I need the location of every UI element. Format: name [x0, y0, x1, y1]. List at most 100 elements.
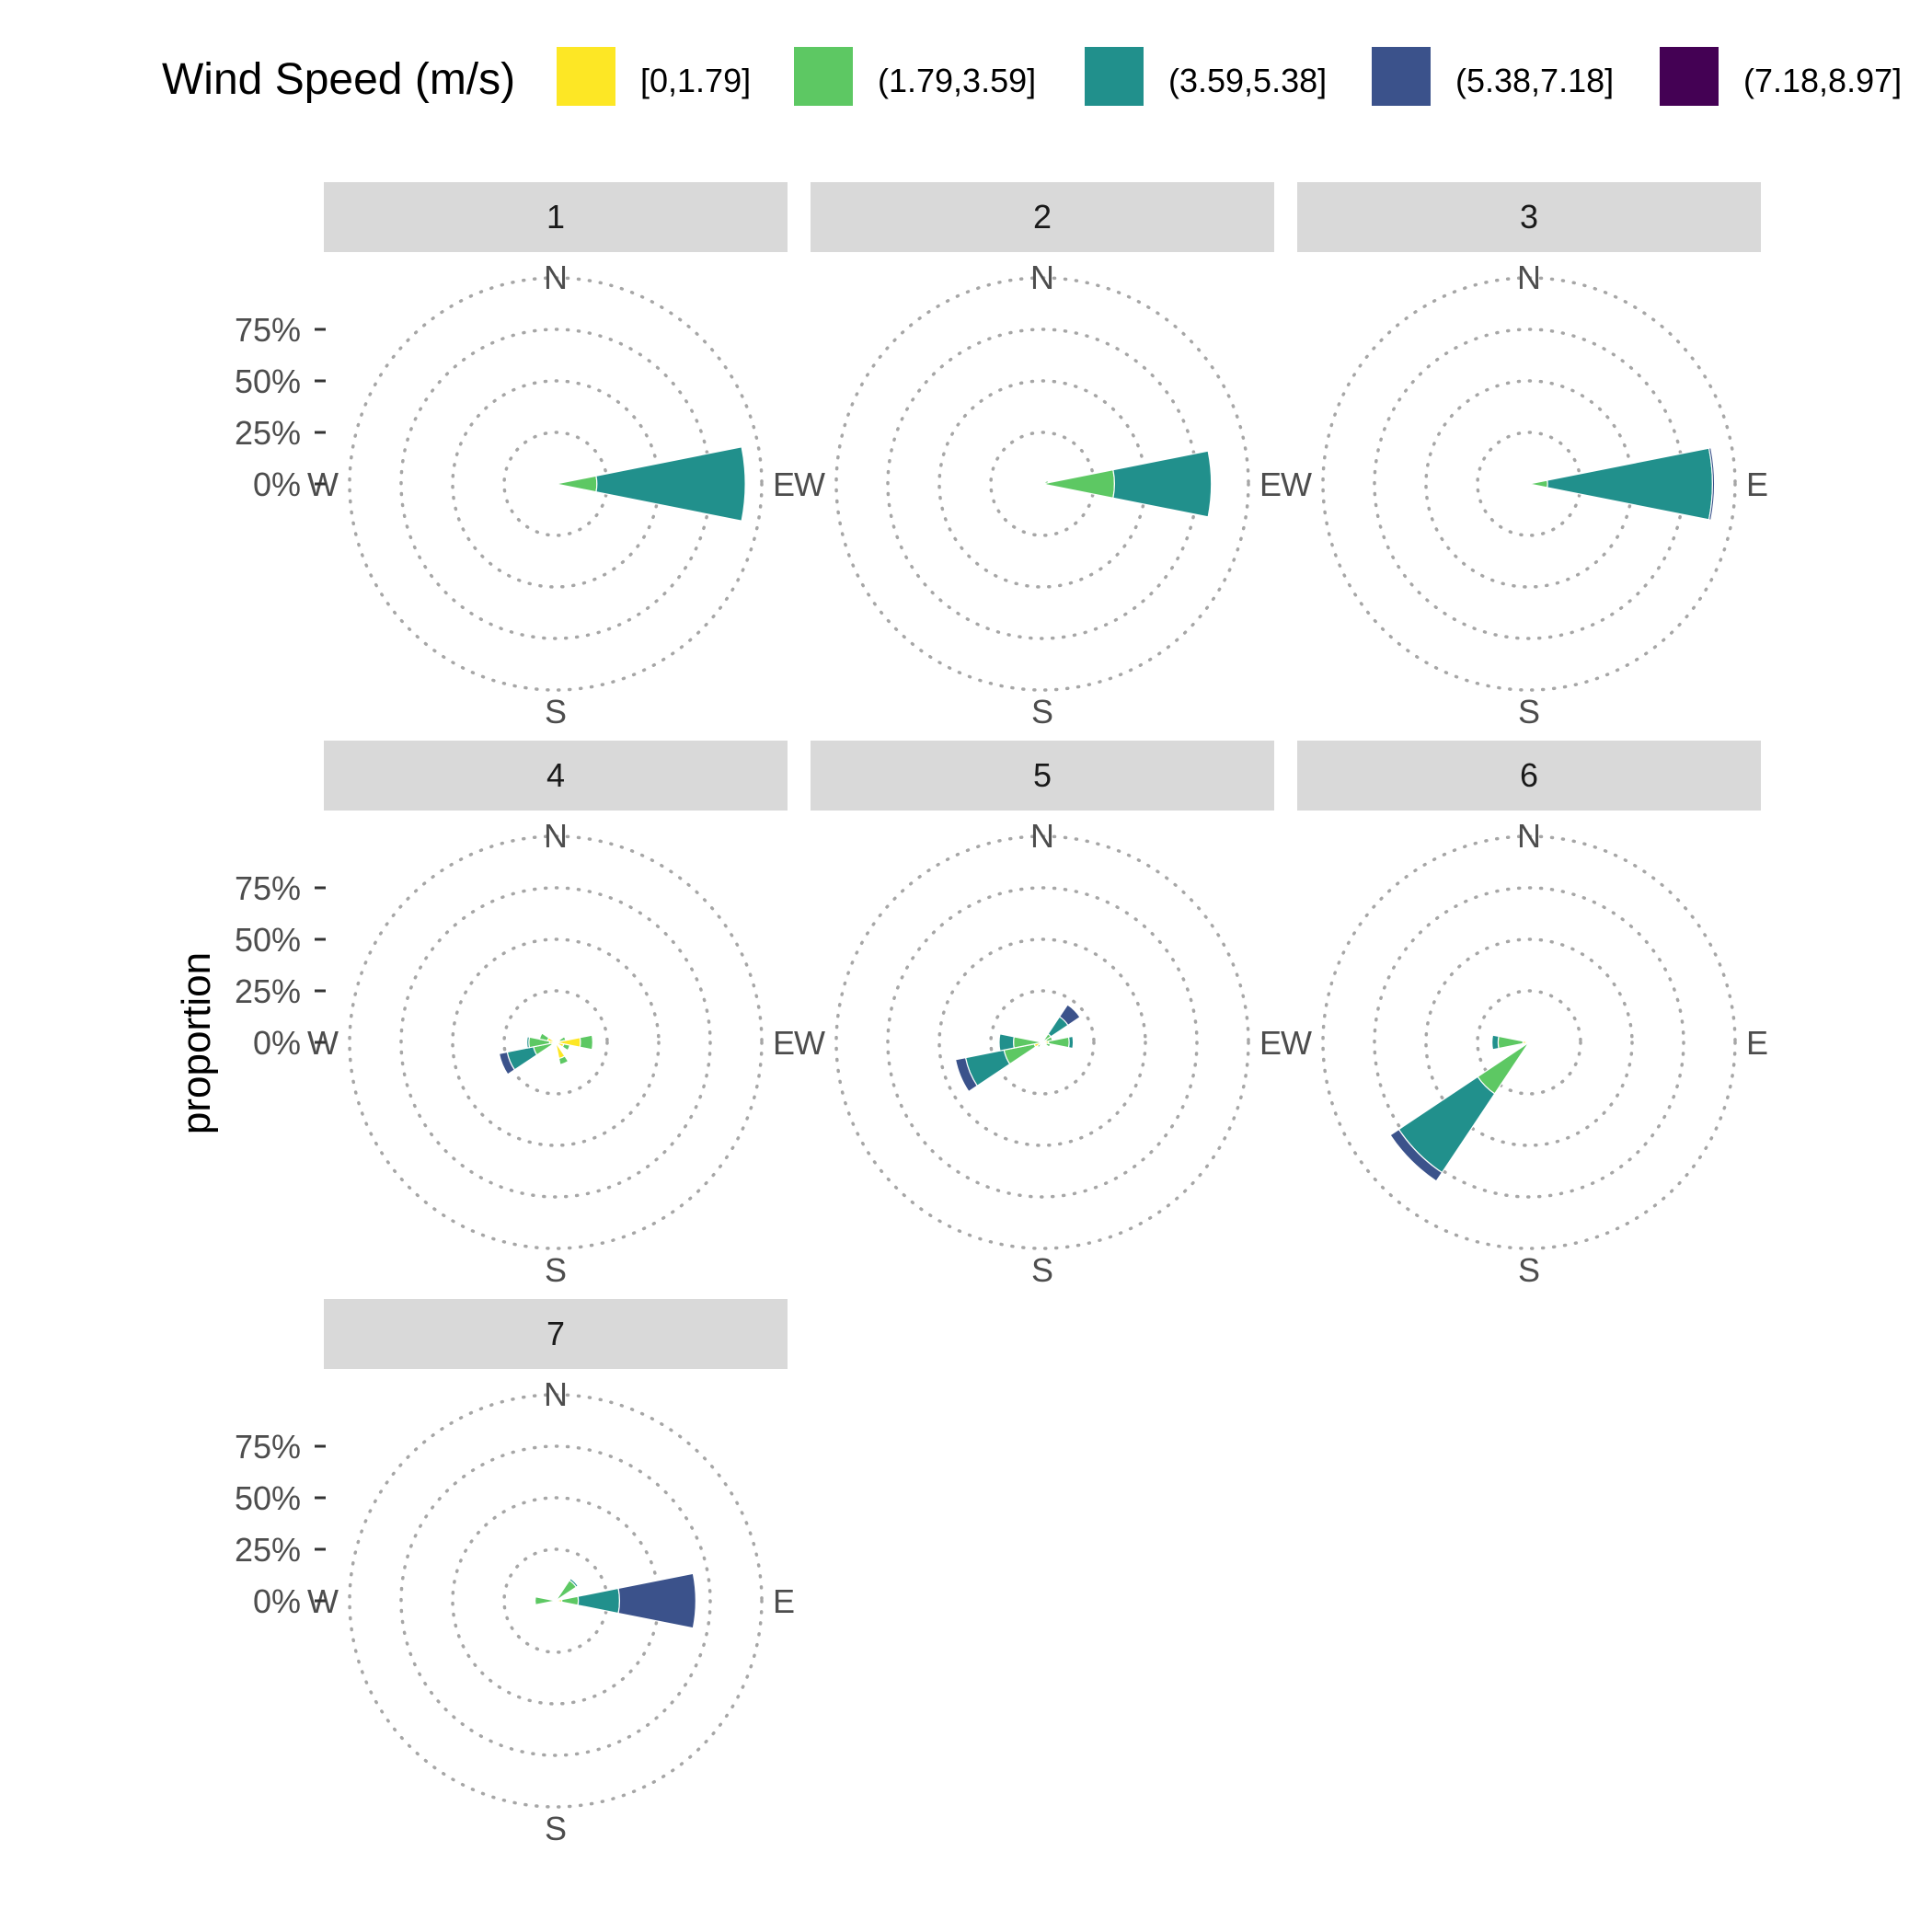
- wind-bar-segment: [1041, 469, 1115, 499]
- direction-label-E: E: [1259, 1024, 1282, 1062]
- grid-ring: [1476, 989, 1582, 1096]
- r-tick-label: 0%: [253, 466, 301, 503]
- direction-label-E: E: [773, 1024, 795, 1062]
- wind-bar-segment: [595, 446, 746, 522]
- r-tick-label: 75%: [235, 311, 301, 349]
- facet-strip-label: 7: [546, 1315, 565, 1352]
- facet-strip-label: 3: [1520, 198, 1538, 236]
- facet-strip: [1297, 182, 1761, 252]
- direction-label-S: S: [545, 1251, 567, 1289]
- direction-label-E: E: [773, 466, 795, 503]
- legend-swatch: [1370, 45, 1432, 108]
- r-tick-label: 50%: [235, 921, 301, 959]
- direction-label-S: S: [1031, 1251, 1053, 1289]
- grid-ring: [502, 989, 609, 1096]
- r-tick-label: 75%: [235, 1428, 301, 1466]
- r-tick-label: 75%: [235, 869, 301, 907]
- grid-ring: [834, 276, 1250, 692]
- r-tick-label: 25%: [235, 414, 301, 452]
- direction-label-N: N: [1030, 817, 1054, 855]
- r-tick-label: 25%: [235, 1531, 301, 1569]
- legend-swatch: [1658, 45, 1720, 108]
- wind-bar-segment: [1526, 482, 1530, 486]
- grid-ring: [399, 886, 712, 1199]
- direction-label-W: W: [794, 466, 825, 503]
- facet-strip-label: 4: [546, 756, 565, 794]
- facet-strip: [324, 741, 788, 811]
- direction-label-E: E: [1259, 466, 1282, 503]
- direction-label-N: N: [544, 817, 568, 855]
- facet-strip: [324, 182, 788, 252]
- facet-strip-label: 5: [1033, 756, 1052, 794]
- wind-bar-segment: [569, 1578, 579, 1588]
- wind-bar-segment: [560, 1595, 580, 1606]
- wind-bar-segment: [1059, 1004, 1081, 1026]
- direction-label-E: E: [1746, 466, 1768, 503]
- wind-bar-segment: [1389, 1128, 1443, 1182]
- grid-ring: [348, 1393, 764, 1809]
- wind-bar-segment: [579, 1034, 593, 1051]
- direction-label-N: N: [1517, 817, 1541, 855]
- facet-strip: [324, 1299, 788, 1369]
- legend-label: [0,1.79]: [640, 62, 751, 99]
- panel-5: 5 N E S W: [794, 741, 1282, 1289]
- grid-ring: [451, 937, 661, 1147]
- wind-bar-segment: [1528, 479, 1548, 489]
- wind-bar-segment: [1491, 1034, 1500, 1051]
- legend-items: [0,1.79] (1.79,3.59] (3.59,5.38] (5.38,7.18…: [555, 45, 1902, 108]
- legend-swatch: [555, 45, 617, 108]
- wind-bar-segment: [1067, 1035, 1075, 1050]
- direction-label-S: S: [545, 1810, 567, 1847]
- legend-swatch: [792, 45, 855, 108]
- legend-label: (3.59,5.38]: [1168, 62, 1327, 99]
- wind-bar-segment: [561, 1043, 570, 1052]
- legend-title: Wind Speed (m/s): [162, 55, 515, 104]
- direction-label-N: N: [1030, 259, 1054, 296]
- direction-label-E: E: [773, 1582, 795, 1620]
- grid-ring: [989, 989, 1096, 1096]
- direction-label-S: S: [545, 693, 567, 730]
- wind-bar-segment: [998, 1033, 1015, 1052]
- direction-label-W: W: [794, 1024, 825, 1062]
- r-tick-label: 50%: [235, 1479, 301, 1517]
- grid-ring: [834, 834, 1250, 1250]
- wind-bar-segment: [1497, 1035, 1524, 1050]
- legend-label: (1.79,3.59]: [878, 62, 1036, 99]
- wind-bar-segment: [1527, 1041, 1531, 1045]
- facet-strip-label: 6: [1520, 756, 1538, 794]
- direction-label-W: W: [1281, 1024, 1312, 1062]
- r-tick-label: 0%: [253, 1582, 301, 1620]
- panel-6: 6 N E S W: [1281, 741, 1768, 1289]
- grid-ring: [399, 1444, 712, 1757]
- wind-bar-segment: [1045, 1042, 1052, 1048]
- direction-label-S: S: [1518, 1251, 1540, 1289]
- direction-label-N: N: [544, 1375, 568, 1413]
- grid-ring: [1321, 834, 1737, 1250]
- grid-ring: [348, 834, 764, 1250]
- wind-bar-segment: [1041, 479, 1050, 485]
- wind-bar-segment: [498, 1051, 515, 1075]
- grid-ring: [1424, 937, 1634, 1147]
- facet-strip-label: 2: [1033, 198, 1052, 236]
- wind-bar-segment: [555, 475, 598, 493]
- panel-3: 3 N E S W: [1281, 182, 1768, 730]
- wind-bar-segment: [538, 1032, 550, 1041]
- r-tick-label: 25%: [235, 972, 301, 1010]
- wind-bar-segment: [1041, 483, 1047, 488]
- wind-bar-segment: [558, 1055, 569, 1065]
- wind-bar-segment: [617, 1572, 696, 1629]
- grid-ring: [1321, 276, 1737, 692]
- legend-label: (7.18,8.97]: [1743, 62, 1902, 99]
- facet-panels: 1NESW0%25%50%75%2NESW3NESW4NESW0%25%50%7…: [235, 182, 1768, 1847]
- direction-label-E: E: [1746, 1024, 1768, 1062]
- panel-2: 2 N E S W: [794, 182, 1282, 730]
- r-tick-label: 0%: [253, 1024, 301, 1062]
- direction-label-S: S: [1031, 693, 1053, 730]
- grid-ring: [886, 886, 1199, 1199]
- wind-bar-segment: [1547, 447, 1713, 521]
- direction-label-N: N: [544, 259, 568, 296]
- direction-label-W: W: [1281, 466, 1312, 503]
